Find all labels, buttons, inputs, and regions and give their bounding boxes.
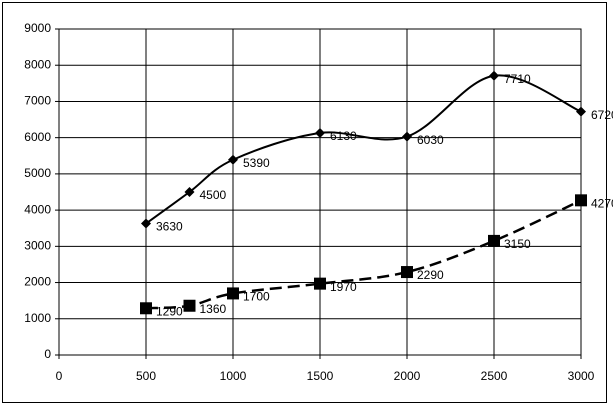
- marker: [489, 70, 499, 81]
- data-label: 5390: [243, 156, 270, 170]
- data-label: 6030: [417, 133, 444, 147]
- data-label: 1290: [156, 304, 183, 318]
- marker: [488, 234, 500, 247]
- marker: [401, 266, 413, 279]
- data-label: 4270: [591, 197, 613, 211]
- marker: [576, 106, 586, 117]
- data-label: 3150: [504, 237, 531, 251]
- marker: [315, 127, 325, 138]
- data-label: 6720: [591, 108, 613, 122]
- x-tick-label: 3000: [568, 369, 595, 383]
- y-tick-label: 2000: [24, 275, 51, 289]
- plot-area: [58, 28, 582, 356]
- marker: [141, 218, 151, 229]
- y-tick-label: 6000: [24, 130, 51, 144]
- chart-frame: [2, 2, 607, 403]
- marker: [228, 154, 238, 165]
- data-label: 2290: [417, 268, 444, 282]
- data-label: 6130: [330, 129, 357, 143]
- marker: [227, 287, 239, 300]
- data-label: 3630: [156, 220, 183, 234]
- y-tick-label: 9000: [24, 21, 51, 35]
- y-tick-label: 5000: [24, 166, 51, 180]
- y-tick-label: 3000: [24, 239, 51, 253]
- x-tick-label: 2500: [481, 369, 508, 383]
- marker: [314, 277, 326, 290]
- y-tick-label: 8000: [24, 57, 51, 71]
- x-tick-label: 1000: [220, 369, 247, 383]
- y-tick-label: 0: [44, 347, 51, 361]
- y-tick-label: 1000: [24, 311, 51, 325]
- marker: [184, 187, 195, 197]
- data-label: 4500: [200, 188, 227, 202]
- data-label: 1970: [330, 280, 357, 294]
- x-tick-label: 1500: [307, 369, 334, 383]
- data-label: 7710: [504, 72, 531, 86]
- marker: [575, 194, 587, 207]
- marker: [140, 302, 152, 315]
- marker: [402, 131, 412, 142]
- x-tick-label: 2000: [394, 369, 421, 383]
- y-tick-label: 4000: [24, 202, 51, 216]
- data-label: 1700: [243, 290, 270, 304]
- data-label: 1360: [200, 302, 227, 316]
- y-tick-label: 7000: [24, 94, 51, 108]
- x-tick-label: 500: [136, 369, 156, 383]
- marker: [183, 299, 196, 312]
- x-tick-label: 0: [56, 369, 63, 383]
